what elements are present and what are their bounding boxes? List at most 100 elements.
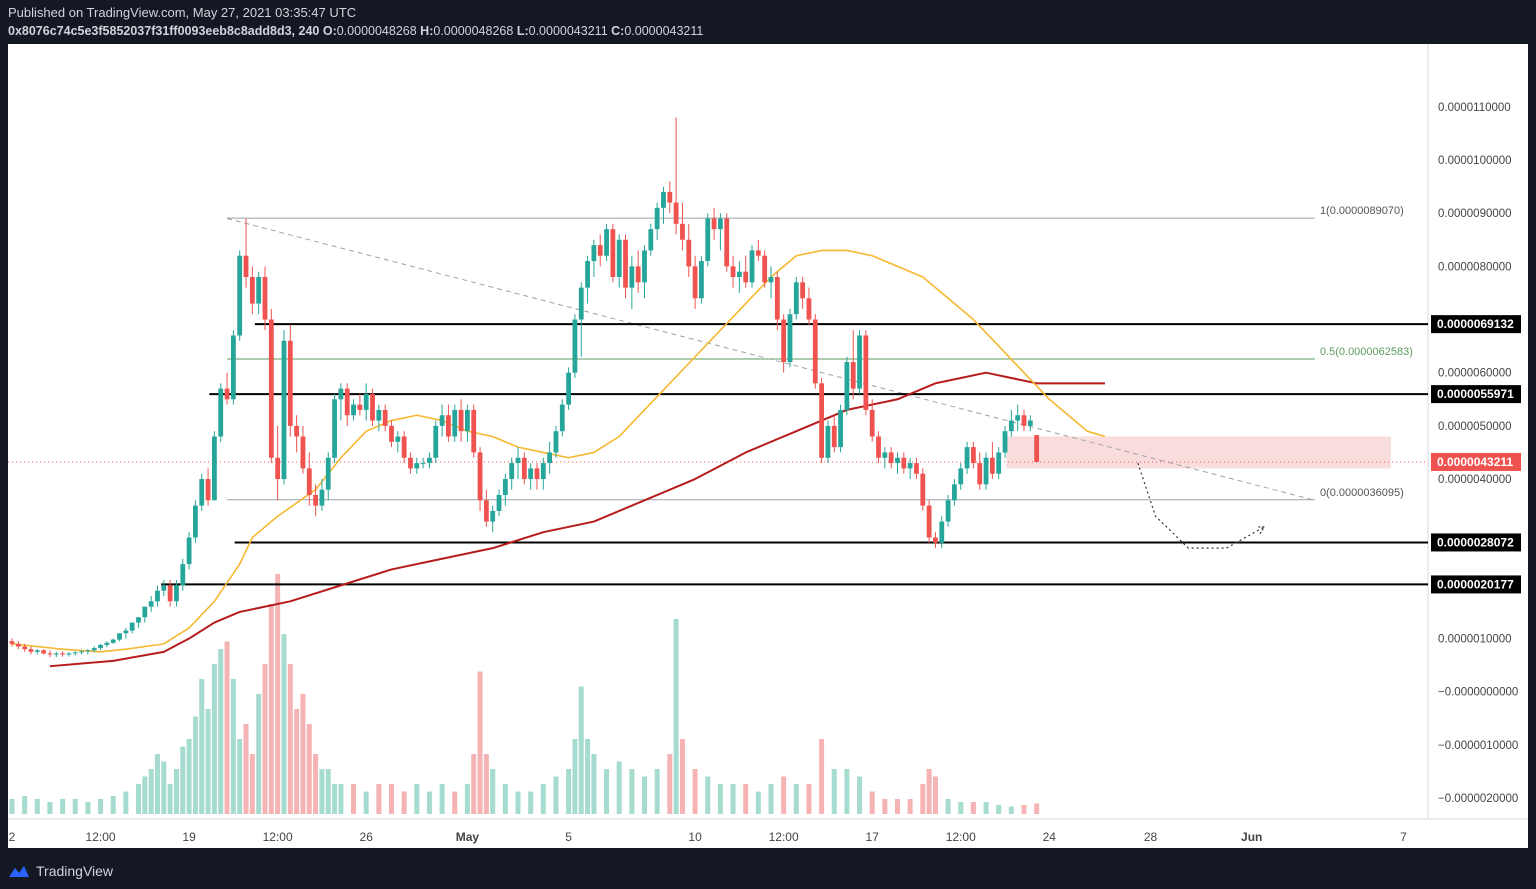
volume-bar	[332, 784, 338, 814]
price-level-tag	[1431, 315, 1521, 334]
price-tick-label: 0.0000110000	[1438, 102, 1511, 114]
close-value: 0.0000043211	[624, 24, 704, 38]
time-tick-label: 24	[1043, 830, 1057, 844]
candle-body	[60, 653, 65, 655]
candle-body	[117, 633, 122, 640]
candle-body	[540, 463, 546, 480]
candle-body	[591, 245, 597, 262]
projection-path	[1137, 462, 1265, 549]
candle-body	[148, 601, 154, 607]
volume-bar	[844, 769, 850, 814]
price-level-tag-label: 0.0000028072	[1437, 535, 1514, 549]
time-tick-label: 12:00	[86, 830, 116, 844]
price-level-tag	[1431, 575, 1521, 594]
volume-bar	[351, 784, 357, 814]
candle-body	[1027, 420, 1033, 426]
resistance-zone	[1006, 436, 1391, 469]
open-label: O:	[322, 24, 337, 38]
candle-body	[749, 250, 755, 283]
candle-body	[844, 362, 850, 410]
volume-bar	[211, 664, 217, 814]
volume-bar	[806, 784, 812, 814]
candle-body	[869, 409, 875, 437]
symbol-label[interactable]: 0x8076c74c5e3f5852037f31ff0093eeb8c8add8…	[8, 24, 320, 38]
candle-body	[174, 585, 179, 602]
candle-body	[281, 340, 287, 480]
chart-area[interactable]: 1(0.0000089070) 0.5(0.0000062583) 0(0.0000…	[8, 44, 1528, 848]
candle-body	[452, 409, 458, 437]
volume-bar	[629, 769, 635, 814]
last-price-tag-label: 0.0000043211	[1437, 455, 1513, 469]
candle-body	[142, 606, 148, 618]
candle-body	[344, 388, 350, 416]
candle-body	[483, 500, 489, 522]
volume-bar	[781, 776, 787, 814]
candle-body	[502, 479, 508, 495]
volume-bar	[869, 791, 875, 814]
candle-body	[186, 537, 192, 565]
candle-body	[901, 457, 907, 469]
candle-body	[781, 319, 787, 363]
volume-bar	[572, 739, 578, 814]
candle-body	[66, 653, 72, 655]
candle-body	[895, 457, 900, 464]
candle-body	[838, 409, 843, 448]
volume-bar	[426, 791, 432, 814]
candle-body	[79, 651, 84, 653]
volume-bar	[926, 769, 932, 814]
candle-body	[952, 484, 957, 501]
price-level-tag	[1431, 533, 1521, 552]
volume-bar	[819, 739, 825, 814]
price-chart-svg[interactable]: 1(0.0000089070) 0.5(0.0000062583) 0(0.0000…	[8, 44, 1528, 848]
candle-body	[262, 276, 268, 320]
brand-name: TradingView	[36, 863, 114, 879]
volume-bar	[585, 739, 591, 814]
volume-bar	[363, 791, 369, 814]
volume-bar	[1021, 805, 1027, 814]
candle-body	[47, 653, 53, 655]
candle-body	[123, 630, 129, 634]
candle-body	[711, 218, 717, 230]
price-tick-label: 0.0000080000	[1438, 261, 1512, 273]
candle-body	[857, 335, 862, 389]
volume-bar	[192, 716, 198, 814]
candle-body	[325, 457, 331, 490]
candle-body	[363, 393, 369, 410]
candle-body	[547, 452, 553, 464]
candle-body	[673, 202, 679, 224]
candle-body	[306, 468, 312, 495]
candle-body	[395, 436, 401, 442]
candle-body	[471, 409, 477, 453]
candle-body	[661, 191, 666, 208]
volume-bar	[414, 784, 420, 814]
candle-body	[1002, 431, 1008, 453]
volume-bar	[983, 802, 989, 814]
volume-bar	[730, 784, 736, 814]
candle-body	[389, 425, 394, 442]
volume-bar	[857, 776, 863, 814]
volume-bar	[679, 739, 685, 814]
tradingview-brand[interactable]: TradingView	[8, 861, 113, 881]
candle-body	[1021, 415, 1027, 426]
volume-bar	[319, 769, 325, 814]
volume-bar	[932, 776, 938, 814]
volume-bar	[591, 754, 597, 814]
candle-body	[420, 463, 426, 465]
candle-body	[212, 436, 217, 501]
tradingview-logo-icon	[9, 866, 29, 877]
volume-bar	[958, 802, 964, 814]
candle-body	[705, 218, 711, 262]
volume-bar	[136, 784, 141, 814]
volume-bar	[110, 796, 116, 814]
candle-body	[509, 463, 515, 480]
price-level-tag-label: 0.0000020177	[1437, 577, 1514, 591]
price-tick-label: 0.0000060000	[1438, 368, 1512, 380]
candle-body	[743, 271, 749, 283]
volume-bar	[566, 769, 572, 814]
candle-body	[446, 415, 451, 437]
volume-bar	[148, 769, 154, 814]
close-label: C:	[611, 24, 625, 38]
candle-body	[351, 404, 356, 416]
candle-body	[983, 457, 989, 485]
candle-body	[718, 218, 723, 230]
